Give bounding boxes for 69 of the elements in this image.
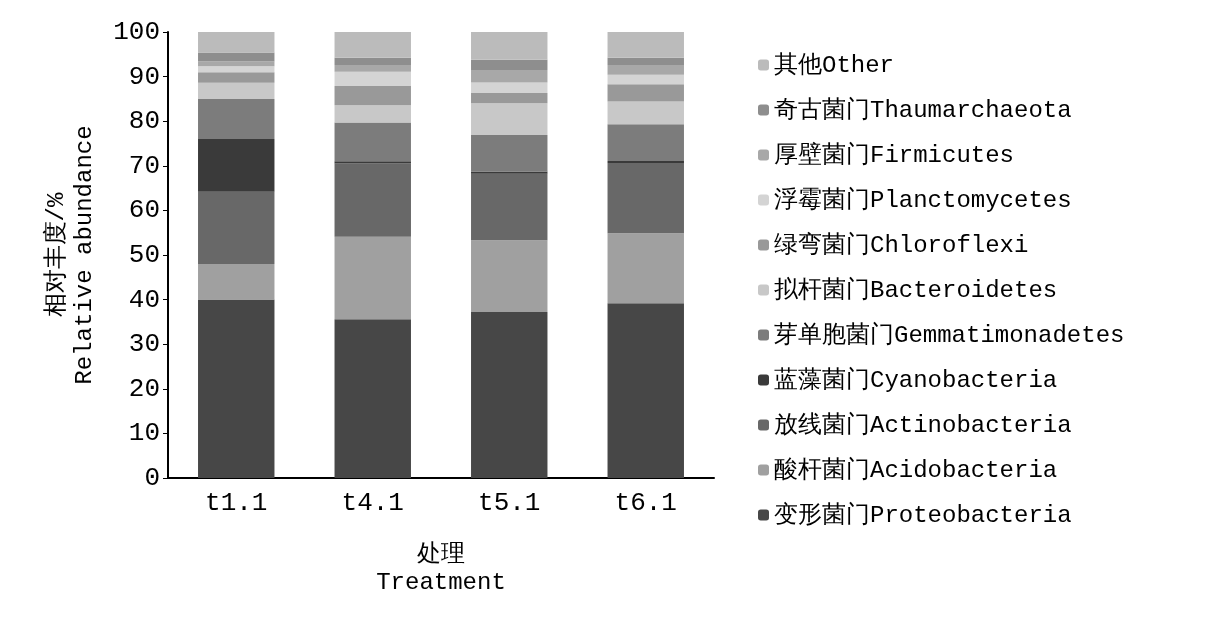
bar [607,84,684,102]
bar [334,122,411,162]
legend-label: 拟杆菌门Bacteroidetes [774,275,1058,304]
bar [334,236,411,320]
bar [607,32,684,58]
bar [198,299,275,478]
y-tick-label: 20 [128,373,160,404]
legend-label: 浮霉菌门Planctomycetes [774,185,1072,214]
bar [471,135,548,172]
bar [471,103,548,136]
bar [471,312,548,478]
bar [334,161,411,164]
y-tick-label: 30 [128,329,160,360]
bar [334,65,411,72]
y-axis-title: 相对丰度/% Relative abundance [41,125,98,385]
bar [471,93,548,104]
legend-label: 放线菌门Actinobacteria [774,410,1072,439]
x-tick-label: t6.1 [614,488,677,518]
bar [334,32,411,58]
bar [334,57,411,65]
y-tick-label: 90 [128,61,160,92]
bar [198,66,275,73]
legend-label: 变形菌门Proteobacteria [774,500,1072,529]
bar [607,124,684,161]
bar [198,263,275,300]
y-tick-label: 50 [128,240,160,270]
bar [334,105,411,123]
bar [471,59,548,70]
bar [198,61,275,67]
bar [198,191,275,264]
bar [198,98,275,140]
legend-label: 绿弯菌门Chloroflexi [774,230,1029,259]
y-tick-label: 70 [128,150,160,181]
y-tick-label: 40 [128,284,160,315]
legend-label: 奇古菌门Thaumarchaeota [774,95,1072,124]
bar [607,57,684,65]
bar [198,72,275,83]
y-tick-label: 0 [144,463,160,493]
x-tick-label: t1.1 [205,488,268,518]
y-tick-label: 10 [128,418,160,449]
bar [198,32,275,53]
bar [607,233,684,304]
bar [607,65,684,75]
bar [471,240,548,313]
bar [334,85,411,106]
y-tick-label: 80 [128,106,160,137]
x-tick-label: t5.1 [478,488,541,518]
legend-label: 蓝藻菌门Cyanobacteria [774,365,1058,394]
bar [198,82,275,99]
bar [471,69,548,83]
bar [607,101,684,125]
bar [471,82,548,94]
y-tick-label: 100 [113,17,160,47]
bar [607,163,684,234]
bar [471,173,548,241]
bar [198,139,275,192]
y-tick-label: 60 [128,195,160,226]
bar [471,32,548,60]
x-tick-label: t4.1 [341,488,404,518]
legend-label: 酸杆菌门Acidobacteria [774,455,1058,484]
bar [607,303,684,478]
bar [334,163,411,237]
x-axis-title: 处理 Treatment [376,540,506,596]
legend-label: 芽单胞菌门Gemmatimonadetes [774,320,1125,349]
legend-label: 厚壁菌门Firmicutes [774,140,1015,169]
bar [607,74,684,85]
bar [334,71,411,86]
legend-label: 其他Other [774,51,895,79]
bar [334,319,411,478]
